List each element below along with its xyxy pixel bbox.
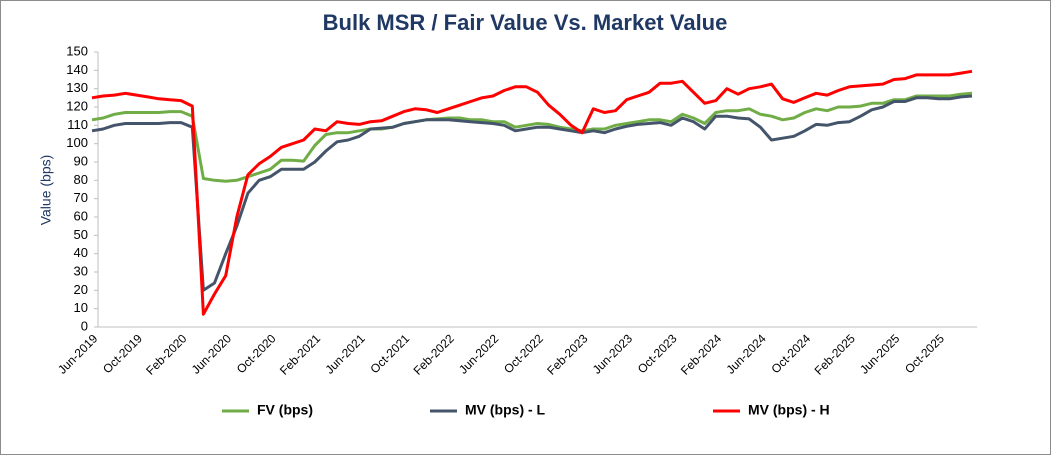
series-line <box>91 69 973 316</box>
legend-label: MV (bps) - L <box>465 402 546 418</box>
y-tick-label: 80 <box>74 172 88 187</box>
legend-label: FV (bps) <box>257 402 313 418</box>
y-tick-label: 40 <box>74 245 88 260</box>
y-axis-label: Value (bps) <box>38 155 54 226</box>
y-tick-label: 90 <box>74 153 88 168</box>
y-tick-label: 110 <box>67 117 88 132</box>
series-line <box>91 94 973 292</box>
y-tick-label: 0 <box>81 318 88 333</box>
y-tick-label: 100 <box>66 135 88 150</box>
series-line <box>91 91 973 183</box>
y-tick-label: 50 <box>74 227 88 242</box>
y-tick-label: 70 <box>74 190 88 205</box>
chart-title: Bulk MSR / Fair Value Vs. Market Value <box>323 10 728 35</box>
y-tick-label: 140 <box>66 62 88 77</box>
y-tick-label: 60 <box>74 208 88 223</box>
y-tick-label: 120 <box>66 98 88 113</box>
y-tick-label: 150 <box>66 43 88 58</box>
y-tick-label: 30 <box>74 263 88 278</box>
legend-label: MV (bps) - H <box>748 402 830 418</box>
y-tick-label: 10 <box>74 300 88 315</box>
y-tick-label: 130 <box>66 80 88 95</box>
y-tick-label: 20 <box>74 282 88 297</box>
